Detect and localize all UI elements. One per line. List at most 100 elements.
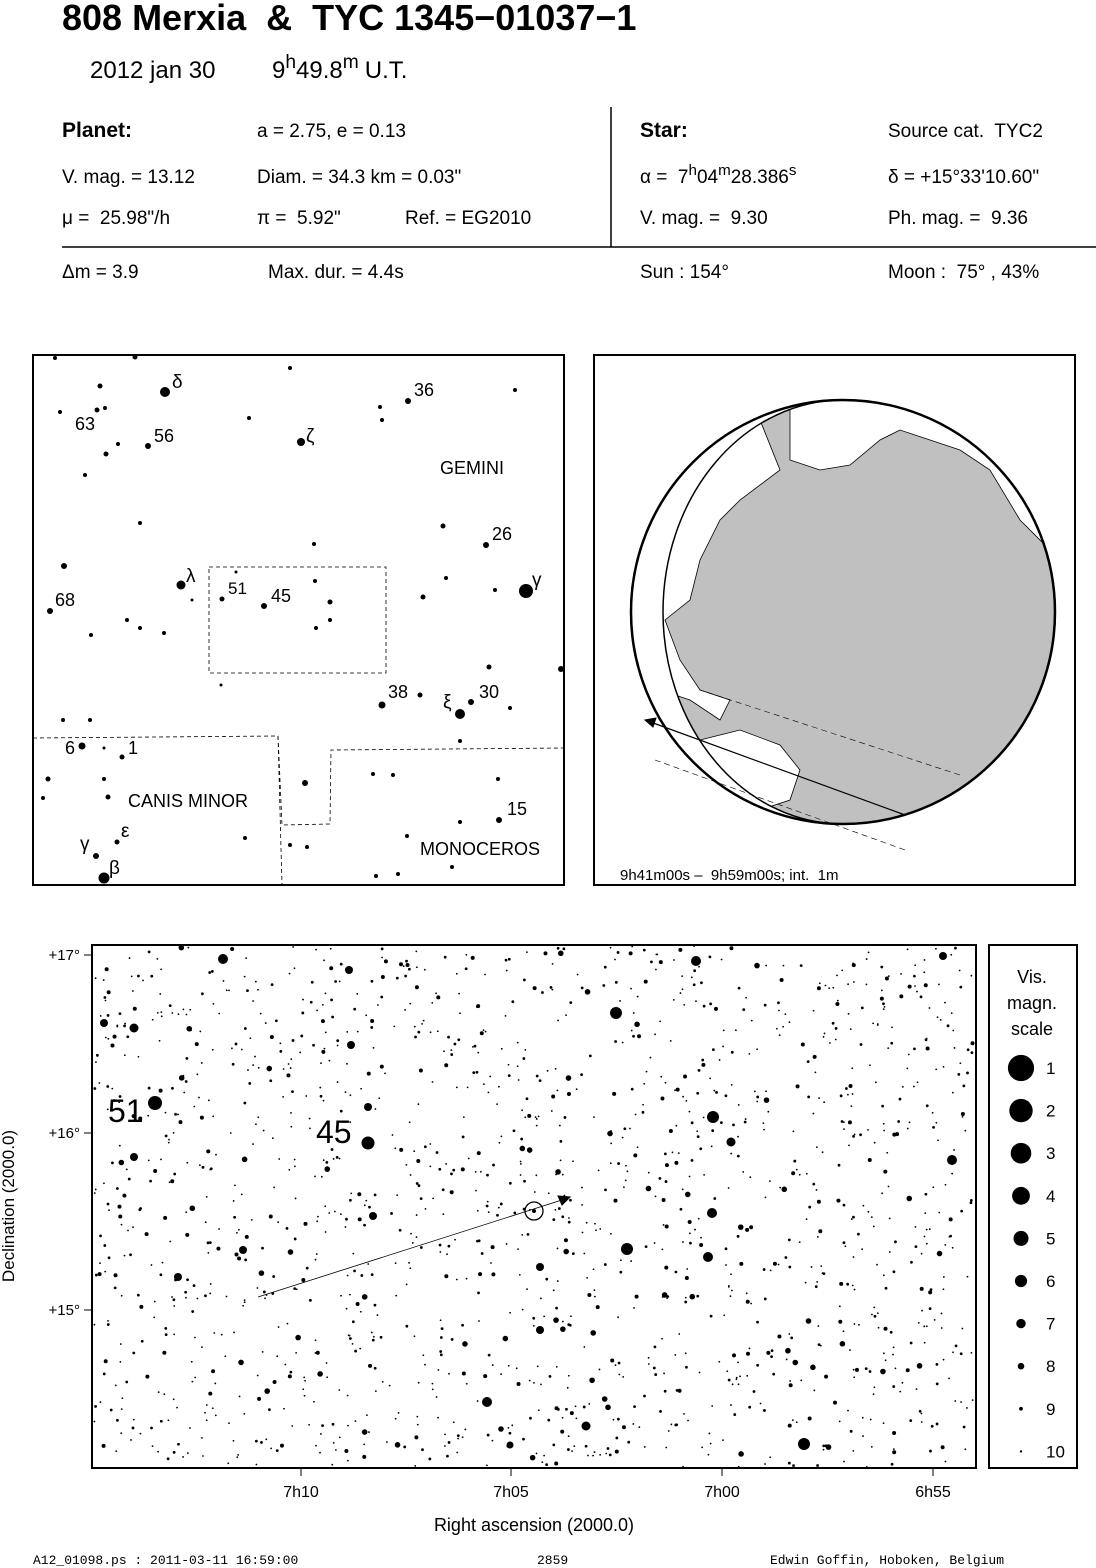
star	[88, 718, 92, 722]
star	[103, 451, 109, 457]
star	[41, 796, 45, 800]
y-tick-label: +16°	[49, 1125, 80, 1142]
scale-dot	[1009, 1098, 1033, 1123]
finder-label: β	[109, 858, 120, 879]
star	[374, 874, 378, 878]
star	[218, 954, 228, 964]
finder-label: 68	[55, 590, 75, 610]
scale-dot	[1012, 1186, 1030, 1205]
star	[61, 563, 67, 569]
star	[61, 718, 65, 722]
star	[347, 1041, 355, 1049]
x-tick-label: 7h00	[704, 1484, 740, 1501]
scale-label: 9	[1046, 1400, 1055, 1419]
star	[83, 473, 87, 477]
star	[532, 1209, 536, 1213]
star	[288, 843, 292, 847]
star	[190, 598, 194, 602]
star	[536, 1326, 544, 1334]
star	[458, 739, 462, 743]
star	[297, 438, 305, 446]
star	[261, 603, 267, 609]
scale-label: 1	[1046, 1059, 1055, 1078]
star	[219, 596, 225, 602]
star	[798, 1438, 810, 1450]
y-tick-label: +15°	[49, 1302, 80, 1319]
star-field	[93, 945, 975, 1468]
finder-label: γ	[80, 834, 90, 855]
star	[364, 1103, 372, 1111]
finder-label: 26	[492, 524, 512, 544]
star	[361, 1136, 375, 1150]
star	[89, 633, 93, 637]
finder-label: 36	[414, 380, 434, 400]
info-cell: α = 7h04m28.386s	[640, 162, 797, 188]
star	[513, 388, 517, 392]
star	[53, 356, 57, 360]
star	[947, 1155, 957, 1165]
star	[239, 1246, 247, 1254]
map-caption: 9h41m00s – 9h59m00s; int. 1m	[620, 867, 838, 884]
star	[328, 618, 332, 622]
superscript: h	[285, 52, 296, 73]
text-part: 49.8	[296, 57, 343, 84]
star	[243, 836, 247, 840]
star	[129, 1023, 139, 1033]
star	[314, 626, 318, 630]
star	[396, 872, 400, 876]
star	[378, 405, 382, 409]
star	[160, 387, 170, 397]
star	[58, 410, 62, 414]
finder-label: 15	[507, 799, 527, 819]
info-cell: V. mag. = 9.30	[640, 208, 768, 229]
star	[327, 599, 333, 605]
info-cell: Diam. = 34.3 km = 0.03"	[257, 167, 461, 188]
star	[102, 746, 106, 750]
star	[378, 701, 386, 709]
star	[455, 709, 465, 719]
superscript: m	[343, 52, 359, 73]
star	[703, 1252, 713, 1262]
finder-label: 45	[271, 586, 291, 606]
info-cell: δ = +15°33'10.60"	[888, 167, 1039, 188]
star	[145, 443, 151, 449]
star	[371, 772, 375, 776]
star	[391, 773, 395, 777]
finder-label: 38	[388, 682, 408, 702]
scale-dot	[1013, 1230, 1029, 1246]
star	[103, 406, 107, 410]
info-cell: V. mag. = 13.12	[62, 167, 195, 188]
info-cell: Ph. mag. = 9.36	[888, 208, 1028, 229]
star	[176, 580, 186, 590]
scale-title: magn.	[1007, 993, 1057, 1013]
info-cell: Δm = 3.9	[62, 262, 139, 283]
scale-label: 4	[1046, 1187, 1055, 1206]
finder-label: 63	[75, 414, 95, 434]
star	[148, 1096, 162, 1110]
star-label: 51	[108, 1093, 144, 1129]
star	[98, 872, 110, 884]
scale-dot	[1014, 1274, 1028, 1288]
star	[380, 418, 384, 422]
star	[610, 1007, 622, 1019]
text-part: 28.386	[731, 167, 789, 188]
star	[420, 594, 426, 600]
star	[405, 398, 411, 404]
scale-label: 3	[1046, 1144, 1055, 1163]
info-cell: μ = 25.98"/h	[62, 208, 170, 229]
star	[247, 416, 251, 420]
star	[444, 576, 448, 580]
info-cell: Ref. = EG2010	[405, 208, 531, 229]
star	[405, 834, 409, 838]
star	[312, 542, 316, 546]
star	[496, 777, 500, 781]
scale-label: 7	[1046, 1315, 1055, 1334]
star	[105, 794, 111, 800]
star	[707, 1208, 717, 1218]
info-cell: Moon : 75° , 43%	[888, 262, 1039, 283]
subtitle: 9h49.8m U.T.	[272, 52, 407, 84]
info-cell: a = 2.75, e = 0.13	[257, 121, 406, 142]
star	[493, 588, 497, 592]
finder-label: 1	[128, 738, 138, 758]
star	[558, 666, 564, 672]
